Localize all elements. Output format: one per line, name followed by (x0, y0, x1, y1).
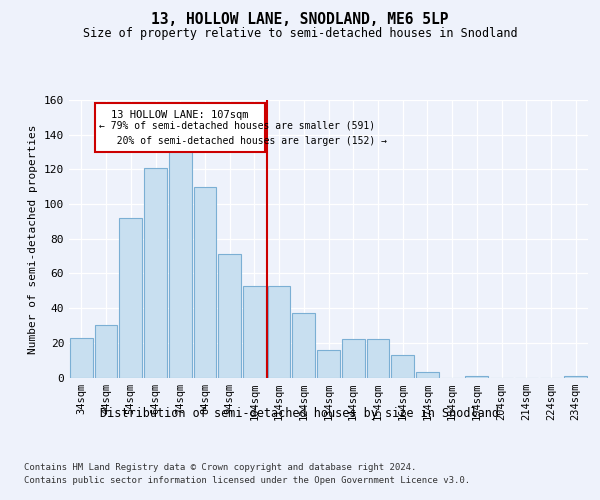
Bar (466, 376, 488, 378)
Bar (342, 340, 365, 378)
Bar (243, 286, 266, 378)
Y-axis label: Number of semi-detached properties: Number of semi-detached properties (28, 124, 38, 354)
Text: Contains HM Land Registry data © Crown copyright and database right 2024.: Contains HM Land Registry data © Crown c… (24, 462, 416, 471)
Bar (416, 372, 439, 378)
Bar (119, 218, 142, 378)
Bar (70, 338, 93, 378)
Text: 20% of semi-detached houses are larger (152) →: 20% of semi-detached houses are larger (… (105, 136, 387, 146)
Text: Contains public sector information licensed under the Open Government Licence v3: Contains public sector information licen… (24, 476, 470, 485)
Text: 13, HOLLOW LANE, SNODLAND, ME6 5LP: 13, HOLLOW LANE, SNODLAND, ME6 5LP (151, 12, 449, 28)
FancyBboxPatch shape (95, 104, 265, 152)
Text: 13 HOLLOW LANE: 107sqm: 13 HOLLOW LANE: 107sqm (112, 110, 249, 120)
Bar (169, 147, 191, 378)
Text: ← 79% of semi-detached houses are smaller (591): ← 79% of semi-detached houses are smalle… (98, 121, 375, 131)
Bar (292, 314, 315, 378)
Bar (95, 326, 118, 378)
Text: Distribution of semi-detached houses by size in Snodland: Distribution of semi-detached houses by … (101, 408, 499, 420)
Bar (564, 376, 587, 378)
Bar (317, 350, 340, 378)
Text: Size of property relative to semi-detached houses in Snodland: Size of property relative to semi-detach… (83, 28, 517, 40)
Bar (144, 168, 167, 378)
Bar (218, 254, 241, 378)
Bar (367, 340, 389, 378)
Bar (391, 355, 414, 378)
Bar (268, 286, 290, 378)
Bar (194, 186, 216, 378)
